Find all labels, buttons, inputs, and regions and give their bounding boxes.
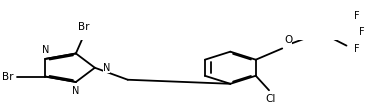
Text: N: N: [72, 86, 79, 96]
Text: N: N: [42, 45, 49, 55]
Text: N: N: [103, 63, 110, 73]
Text: O: O: [284, 35, 292, 45]
Text: Cl: Cl: [265, 94, 276, 104]
Text: F: F: [360, 27, 365, 37]
Text: F: F: [354, 44, 360, 54]
Text: F: F: [354, 11, 360, 21]
Text: Br: Br: [2, 72, 14, 82]
Text: Br: Br: [78, 22, 90, 32]
